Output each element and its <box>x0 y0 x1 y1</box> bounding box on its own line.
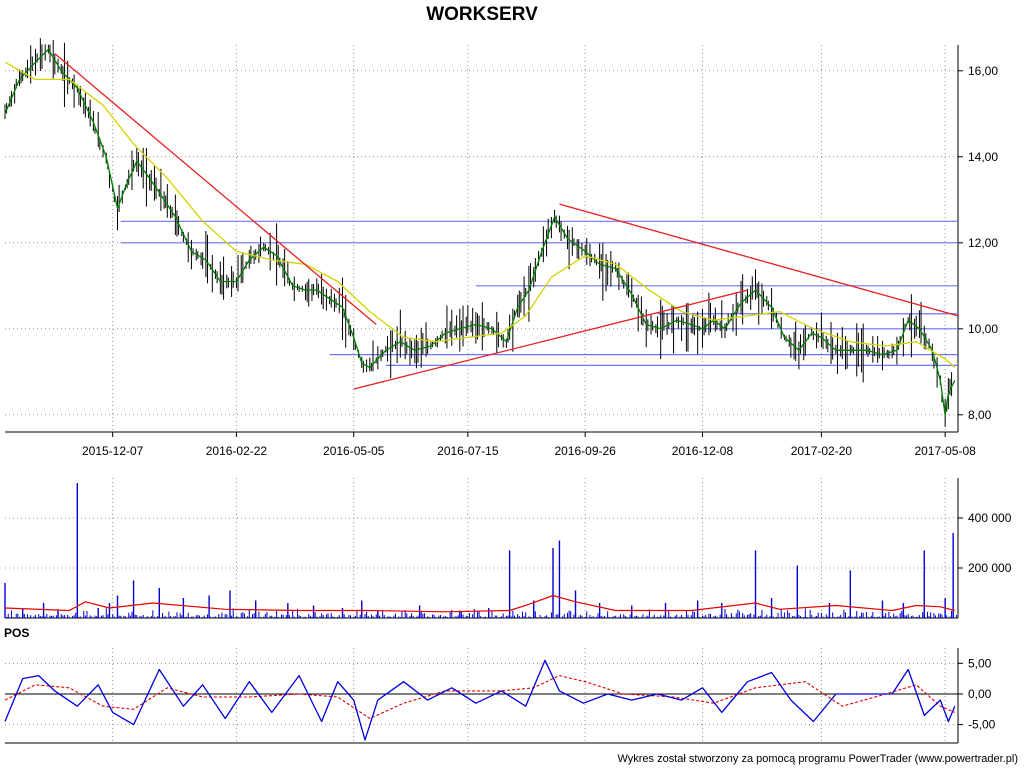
price-pane: 16,00 14,00 12,00 10,00 8,00 2015-12-07 2016-0… <box>4 38 998 458</box>
volume-ma-line <box>4 594 955 613</box>
price-ytick-label-1: 14,00 <box>968 150 998 164</box>
price-xtick-label-7: 2017-05-08 <box>914 444 976 458</box>
pos-signal-line <box>4 675 956 720</box>
price-ytick-label-4: 8,00 <box>968 408 992 422</box>
price-ytick-label-3: 10,00 <box>968 322 998 336</box>
pos-pane: POS 5,00 0,00 -5,00 <box>4 626 996 744</box>
pos-pane-label: POS <box>4 626 29 640</box>
price-ytick-label-2: 12,00 <box>968 236 998 250</box>
price-xtick-label-4: 2016-09-26 <box>554 444 616 458</box>
chart-title: WORKSERV <box>426 4 538 25</box>
pos-ytick-label-0: 5,00 <box>968 656 992 670</box>
short-ma-line <box>4 48 956 416</box>
moving-average-line <box>4 61 956 368</box>
pos-ytick-label-1: 0,00 <box>968 687 992 701</box>
price-xtick-label-6: 2017-02-20 <box>791 444 853 458</box>
price-xtick-label-5: 2016-12-08 <box>672 444 734 458</box>
volume-pane: 400 000 200 000 <box>4 478 1012 619</box>
price-xtick-label-0: 2015-12-07 <box>82 444 144 458</box>
price-xtick-label-1: 2016-02-22 <box>206 444 268 458</box>
price-ytick-label-0: 16,00 <box>968 64 998 78</box>
price-xtick-label-3: 2016-07-15 <box>437 444 499 458</box>
trendline-0 <box>54 53 377 325</box>
pos-line <box>4 659 956 741</box>
volume-ytick-label-0: 400 000 <box>968 511 1012 525</box>
volume-ytick-label-1: 200 000 <box>968 561 1012 575</box>
pos-ytick-label-2: -5,00 <box>968 718 996 732</box>
trendline-1 <box>353 289 748 390</box>
price-xtick-label-2: 2016-05-05 <box>323 444 385 458</box>
trendline-2 <box>559 203 959 317</box>
footer-credit: Wykres został stworzony za pomocą progra… <box>617 753 1018 765</box>
